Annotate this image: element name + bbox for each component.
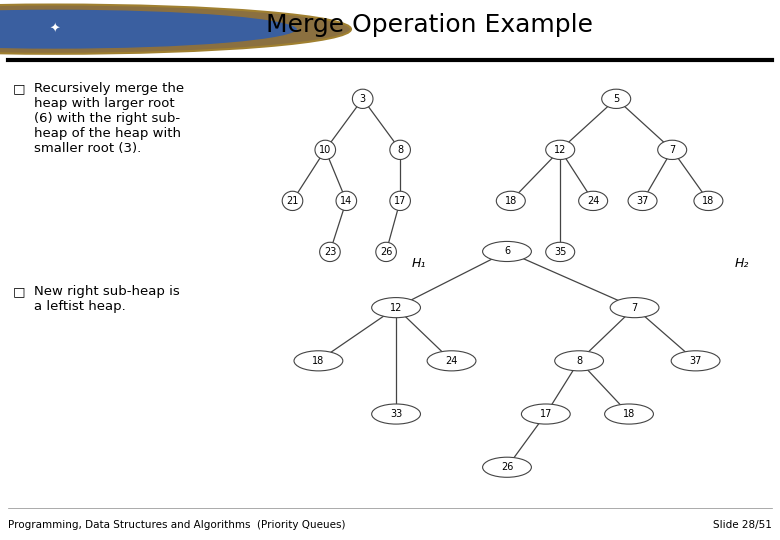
Ellipse shape <box>546 242 575 261</box>
Text: 18: 18 <box>702 196 714 206</box>
Ellipse shape <box>610 298 659 318</box>
Text: 7: 7 <box>669 145 675 155</box>
Ellipse shape <box>671 351 720 371</box>
Ellipse shape <box>496 191 525 211</box>
Text: H₁: H₁ <box>412 256 426 270</box>
Ellipse shape <box>483 457 531 477</box>
Text: 7: 7 <box>632 302 638 313</box>
Text: 26: 26 <box>380 247 392 257</box>
Ellipse shape <box>371 298 420 318</box>
Ellipse shape <box>555 351 604 371</box>
Ellipse shape <box>658 140 686 159</box>
Text: 6: 6 <box>504 246 510 256</box>
Ellipse shape <box>604 404 654 424</box>
Text: 18: 18 <box>312 356 324 366</box>
Ellipse shape <box>601 89 631 109</box>
Ellipse shape <box>282 191 303 211</box>
Text: Slide 28/51: Slide 28/51 <box>714 520 772 530</box>
Text: New right sub-heap is
a leftist heap.: New right sub-heap is a leftist heap. <box>34 285 180 313</box>
Ellipse shape <box>483 241 531 261</box>
Text: 12: 12 <box>554 145 566 155</box>
Text: 18: 18 <box>623 409 635 419</box>
Text: 24: 24 <box>587 196 599 206</box>
Text: 8: 8 <box>397 145 403 155</box>
Text: 33: 33 <box>390 409 402 419</box>
Text: 35: 35 <box>554 247 566 257</box>
Text: □: □ <box>13 82 26 96</box>
Text: 14: 14 <box>340 196 353 206</box>
Ellipse shape <box>353 89 373 109</box>
Ellipse shape <box>546 140 575 159</box>
Text: 24: 24 <box>445 356 458 366</box>
Text: 26: 26 <box>501 462 513 472</box>
Ellipse shape <box>376 242 396 261</box>
Text: 37: 37 <box>636 196 649 206</box>
Text: 17: 17 <box>540 409 552 419</box>
Text: 17: 17 <box>394 196 406 206</box>
Text: H₂: H₂ <box>734 256 749 270</box>
Ellipse shape <box>427 351 476 371</box>
Text: 23: 23 <box>324 247 336 257</box>
Text: 3: 3 <box>360 94 366 104</box>
Ellipse shape <box>315 140 335 159</box>
Text: 12: 12 <box>390 302 402 313</box>
Ellipse shape <box>579 191 608 211</box>
Ellipse shape <box>294 351 343 371</box>
Text: ✦: ✦ <box>49 23 60 36</box>
Ellipse shape <box>336 191 356 211</box>
Ellipse shape <box>694 191 723 211</box>
Ellipse shape <box>371 404 420 424</box>
Ellipse shape <box>390 140 410 159</box>
Text: Recursively merge the
heap with larger root
(6) with the right sub-
heap of the : Recursively merge the heap with larger r… <box>34 82 184 156</box>
Ellipse shape <box>521 404 570 424</box>
Text: Merge Operation Example: Merge Operation Example <box>265 12 593 37</box>
Ellipse shape <box>628 191 657 211</box>
Text: Programming, Data Structures and Algorithms  (Priority Queues): Programming, Data Structures and Algorit… <box>8 520 346 530</box>
Text: 21: 21 <box>286 196 299 206</box>
Text: □: □ <box>13 285 26 298</box>
Text: 5: 5 <box>613 94 619 104</box>
Ellipse shape <box>320 242 340 261</box>
Ellipse shape <box>390 191 410 211</box>
Circle shape <box>0 9 298 49</box>
Text: 10: 10 <box>319 145 332 155</box>
Text: 8: 8 <box>576 356 582 366</box>
Text: 37: 37 <box>690 356 702 366</box>
Circle shape <box>0 4 351 54</box>
Text: 18: 18 <box>505 196 517 206</box>
